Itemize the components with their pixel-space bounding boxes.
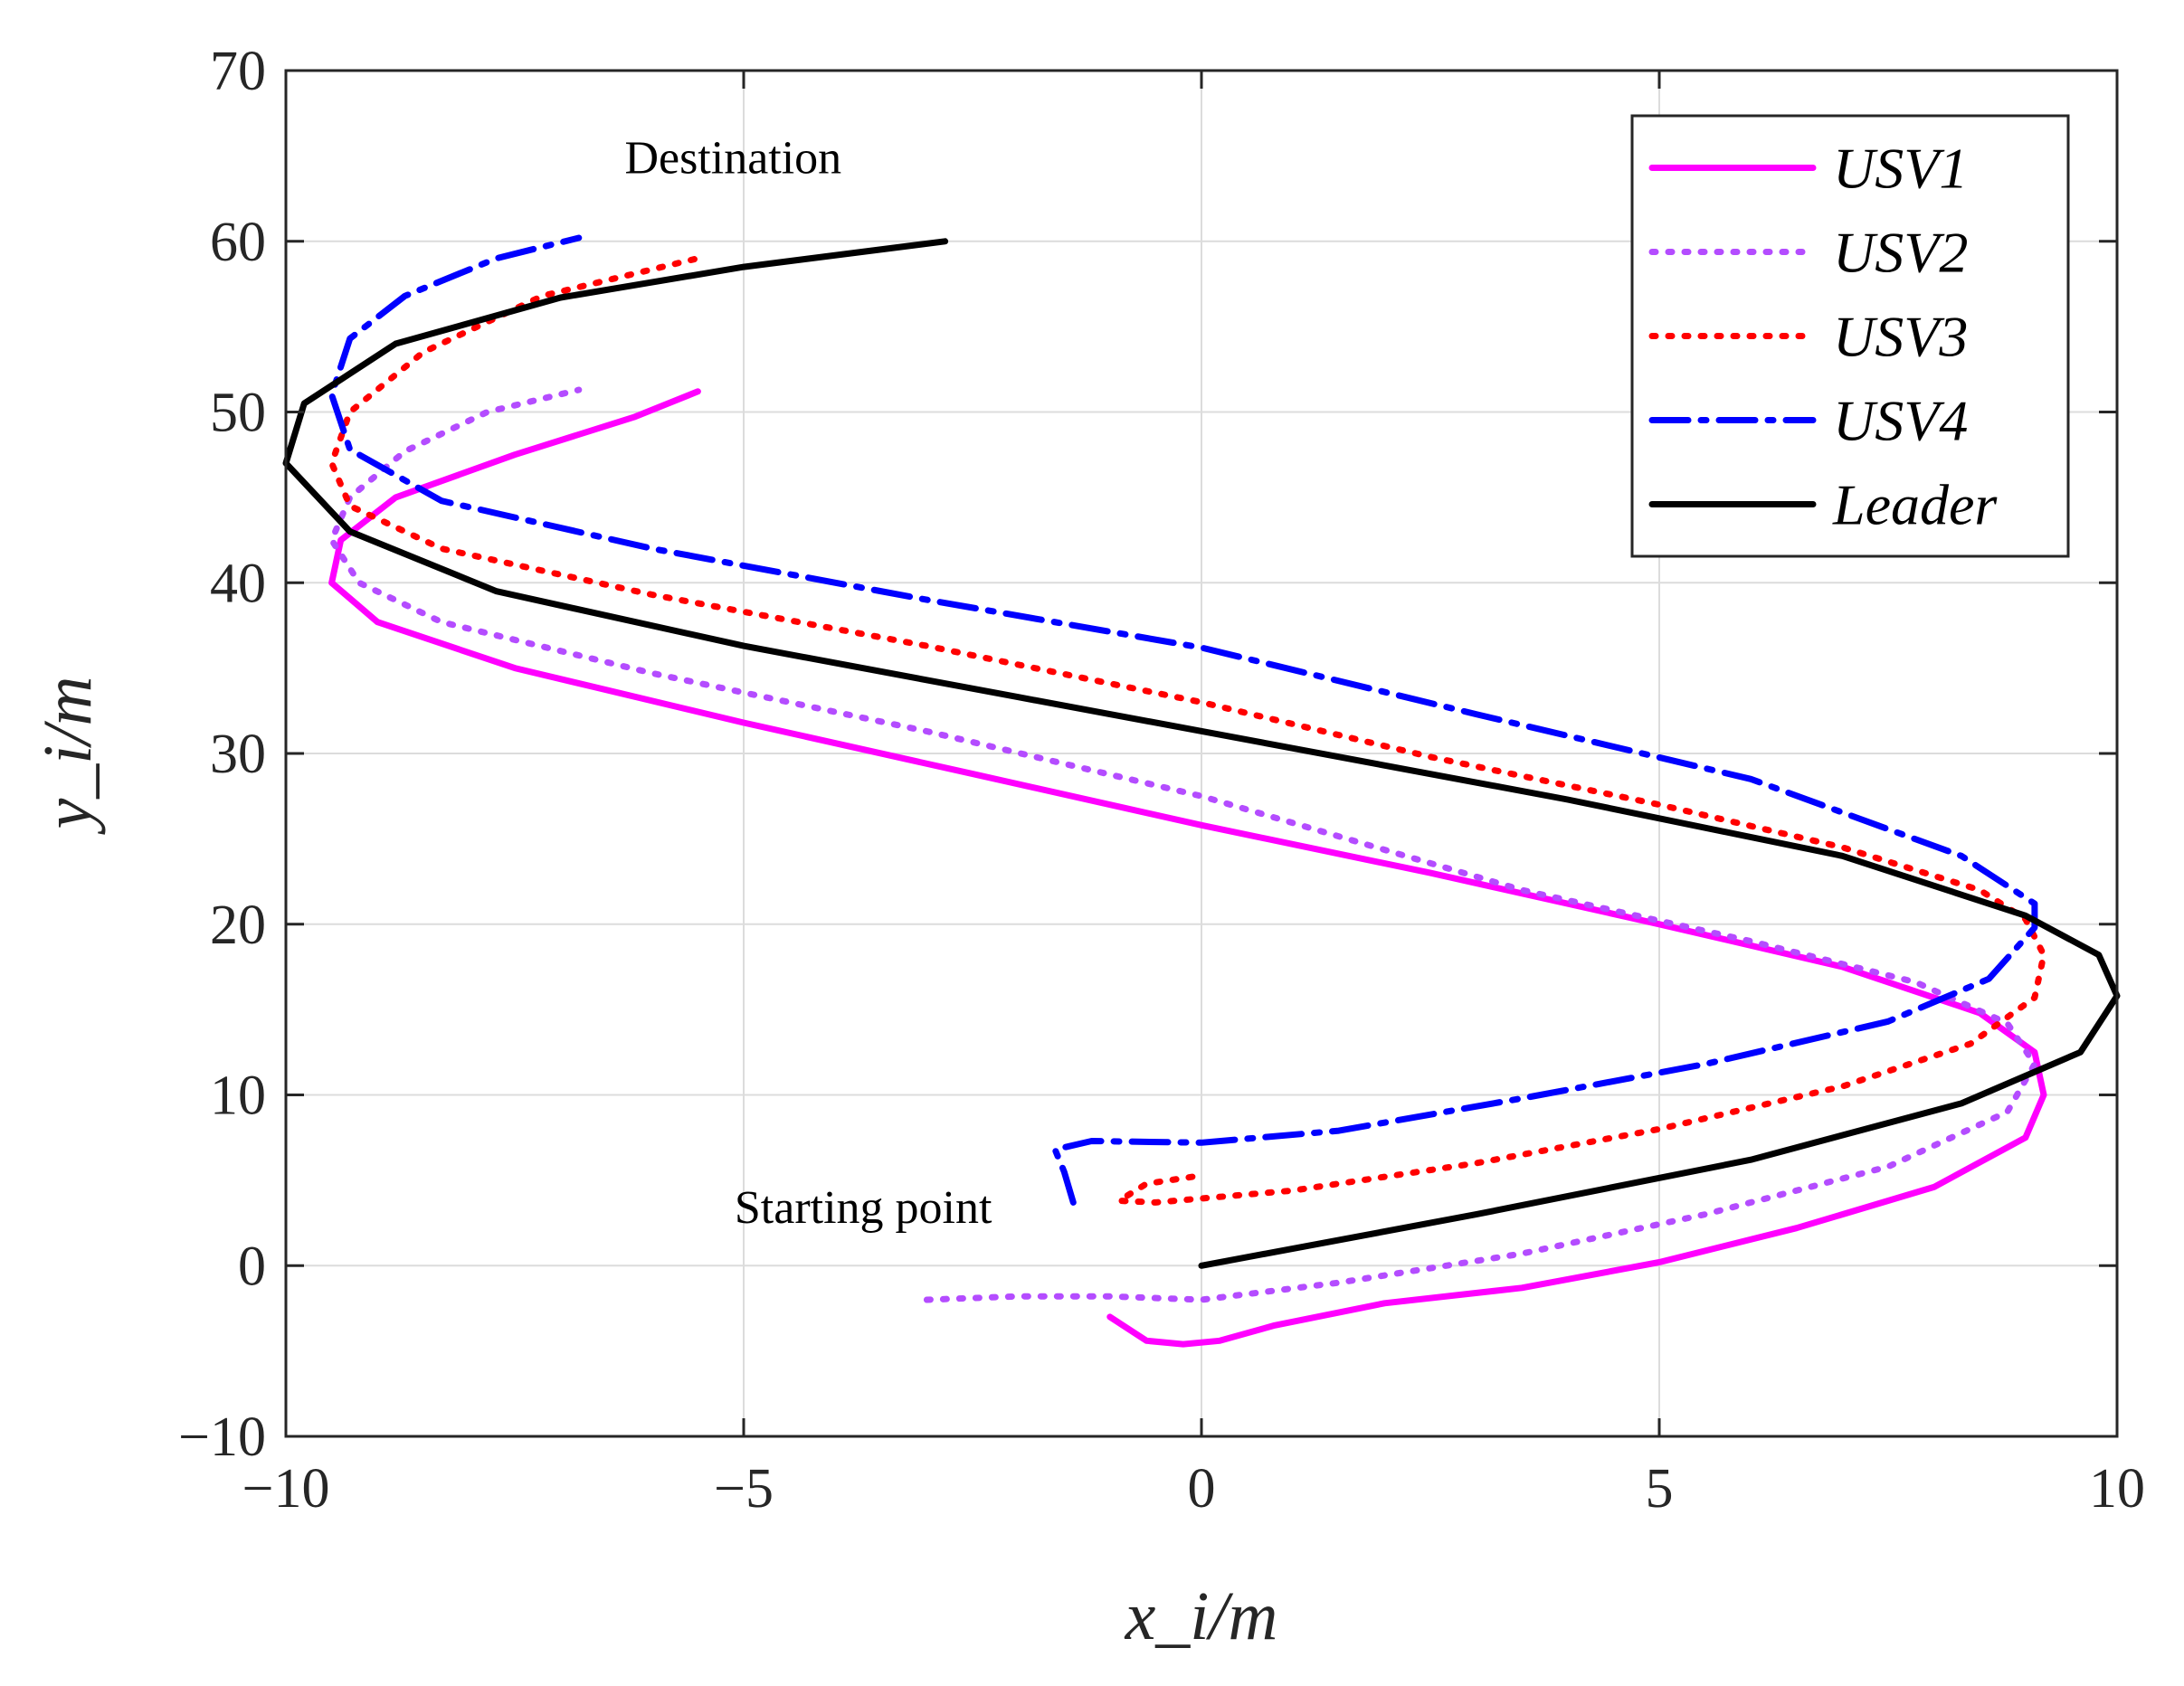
legend-label-leader: Leader <box>1832 473 1998 537</box>
y-tick-label: 50 <box>210 383 266 444</box>
series-line-usv1 <box>328 388 2047 1348</box>
x-tick-label: −5 <box>714 1458 774 1520</box>
series-line-usv4 <box>328 234 2038 1206</box>
annotation-layer: Destination Starting point <box>624 132 992 1234</box>
x-axis-label: x_i/m <box>1125 1578 1278 1654</box>
legend-label-usv3: USV3 <box>1833 305 1968 369</box>
legend: USV1 USV2 USV3 USV4 Leader <box>1630 114 2070 558</box>
series-line-usv2 <box>328 386 2038 1303</box>
legend-label-usv4: USV4 <box>1833 389 1968 453</box>
legend-label-usv2: USV2 <box>1833 221 1968 285</box>
x-tick-label: 0 <box>1188 1458 1216 1520</box>
y-tick-label: 40 <box>210 553 266 614</box>
y-tick-label: −10 <box>178 1407 266 1468</box>
y-tick-label: 30 <box>210 724 266 785</box>
x-tick-label: −10 <box>242 1458 330 1520</box>
y-tick-label: 0 <box>238 1236 266 1297</box>
y-axis-label: y_i/m <box>30 677 106 836</box>
annotation-text: Starting point <box>735 1182 992 1234</box>
tick-layer: −10 −5 0 5 10 −10 0 10 20 30 40 50 60 70 <box>178 41 2145 1520</box>
y-tick-label: 70 <box>210 41 266 102</box>
y-tick-label: 10 <box>210 1066 266 1127</box>
legend-label-usv1: USV1 <box>1833 137 1968 201</box>
series-line-usv3 <box>328 255 2047 1206</box>
series-layer <box>282 234 2121 1348</box>
y-tick-label: 20 <box>210 895 266 956</box>
annotation-text: Destination <box>624 132 841 184</box>
label-layer: x_i/m y_i/m <box>30 677 1277 1654</box>
series-line-leader <box>282 238 2121 1269</box>
x-tick-label: 10 <box>2089 1458 2145 1520</box>
y-tick-label: 60 <box>210 212 266 273</box>
x-tick-label: 5 <box>1646 1458 1674 1520</box>
